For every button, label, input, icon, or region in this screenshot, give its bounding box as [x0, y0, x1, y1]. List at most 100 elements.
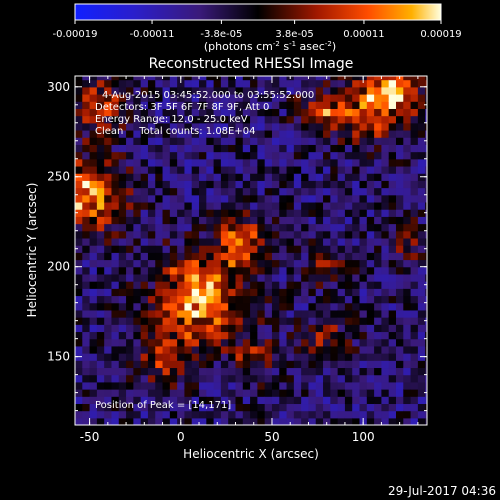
heatmap-cell: [235, 288, 244, 297]
heatmap-cell: [374, 86, 383, 95]
heatmap-cell: [82, 259, 91, 268]
heatmap-cell: [126, 288, 134, 297]
heatmap-cell: [323, 79, 331, 88]
heatmap-cell: [242, 223, 251, 232]
heatmap-cell: [213, 417, 222, 425]
heatmap-cell: [279, 209, 288, 217]
heatmap-cell: [337, 288, 346, 297]
heatmap-cell: [293, 288, 302, 297]
heatmap-cell: [425, 151, 427, 160]
heatmap-cell: [374, 302, 383, 311]
heatmap-cell: [75, 209, 83, 217]
heatmap-cell: [89, 367, 98, 376]
heatmap-cell: [388, 353, 397, 361]
heatmap-cell: [191, 295, 200, 304]
heatmap-cell: [352, 281, 361, 289]
heatmap-cell: [147, 295, 156, 304]
heatmap-cell: [213, 101, 222, 109]
heatmap-cell: [235, 144, 244, 153]
heatmap-cell: [301, 417, 310, 425]
heatmap-cell: [162, 360, 171, 369]
heatmap-cell: [242, 115, 251, 124]
heatmap-cell: [235, 122, 244, 131]
heatmap-cell: [89, 345, 98, 354]
heatmap-cell: [133, 259, 142, 268]
heatmap-cell: [374, 396, 383, 405]
heatmap-cell: [191, 122, 200, 131]
heatmap-cell: [89, 115, 98, 124]
heatmap-cell: [366, 122, 375, 131]
heatmap-cell: [242, 324, 251, 333]
heatmap-cell: [118, 403, 127, 412]
heatmap-cell: [293, 367, 302, 376]
heatmap-cell: [403, 86, 412, 95]
heatmap-cell: [191, 194, 200, 203]
heatmap-cell: [286, 331, 295, 340]
heatmap-cell: [250, 230, 258, 239]
heatmap-cell: [235, 151, 244, 160]
heatmap-cell: [82, 396, 91, 405]
heatmap-cell: [206, 266, 215, 275]
heatmap-cell: [220, 165, 229, 174]
heatmap-cell: [169, 86, 178, 95]
heatmap-cell: [315, 403, 324, 412]
heatmap-cell: [111, 396, 120, 405]
heatmap-cell: [403, 367, 412, 376]
heatmap-cell: [147, 367, 156, 376]
heatmap-cell: [323, 288, 331, 297]
heatmap-cell: [388, 101, 397, 109]
heatmap-cell: [140, 273, 149, 282]
heatmap-cell: [257, 201, 266, 210]
heatmap-cell: [82, 266, 91, 275]
heatmap-cell: [257, 317, 266, 325]
heatmap-cell: [388, 108, 397, 117]
heatmap-cell: [220, 173, 229, 181]
heatmap-cell: [308, 389, 317, 397]
heatmap-cell: [82, 108, 91, 117]
heatmap-cell: [184, 101, 193, 109]
heatmap-cell: [271, 194, 280, 203]
heatmap-cell: [381, 180, 390, 189]
heatmap-cell: [111, 389, 120, 397]
heatmap-cell: [104, 122, 113, 131]
heatmap-cell: [403, 360, 412, 369]
heatmap-cell: [133, 417, 142, 425]
heatmap-cell: [279, 353, 288, 361]
heatmap-cell: [126, 223, 134, 232]
heatmap-cell: [140, 165, 149, 174]
heatmap-cell: [301, 266, 310, 275]
heatmap-cell: [104, 331, 113, 340]
heatmap-cell: [279, 101, 288, 109]
heatmap-cell: [126, 122, 134, 131]
heatmap-cell: [403, 122, 412, 131]
heatmap-cell: [257, 216, 266, 225]
heatmap-cell: [395, 381, 404, 390]
heatmap-cell: [96, 317, 105, 325]
heatmap-cell: [323, 389, 331, 397]
heatmap-cell: [169, 223, 178, 232]
heatmap-cell: [177, 129, 186, 138]
heatmap-cell: [315, 237, 324, 246]
heatmap-cell: [293, 129, 302, 138]
heatmap-cell: [177, 230, 186, 239]
heatmap-cell: [344, 79, 353, 88]
heatmap-cell: [293, 216, 302, 225]
heatmap-cell: [96, 324, 105, 333]
heatmap-cell: [388, 223, 397, 232]
colorbar-tick-label: 0.00019: [420, 29, 461, 40]
x-tick-label: 100: [352, 430, 375, 444]
heatmap-cell: [147, 122, 156, 131]
heatmap-cell: [199, 209, 207, 217]
heatmap-cell: [82, 367, 91, 376]
heatmap-cell: [242, 76, 251, 81]
heatmap-cell: [250, 281, 258, 289]
heatmap-cell: [199, 331, 207, 340]
heatmap-cell: [271, 158, 280, 167]
heatmap-cell: [410, 187, 419, 196]
heatmap-cell: [344, 245, 353, 253]
heatmap-cell: [206, 216, 215, 225]
heatmap-cell: [89, 223, 98, 232]
heatmap-cell: [330, 338, 339, 347]
heatmap-cell: [279, 324, 288, 333]
heatmap-cell: [89, 122, 98, 131]
